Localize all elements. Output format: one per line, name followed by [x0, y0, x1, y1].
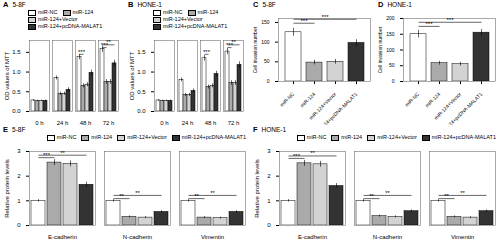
svg-text:Vimentin: Vimentin [451, 234, 474, 239]
svg-text:100: 100 [386, 47, 395, 53]
svg-text:50: 50 [264, 58, 270, 64]
html-text:A 5-8F: A 5-8F [3, 0, 26, 9]
html-text:miR-124+pcDNA-MALAT1: miR-124+pcDNA-MALAT1 [181, 134, 246, 140]
svg-text:0: 0 [392, 78, 395, 84]
svg-text:Relative protein levels: Relative protein levels [4, 159, 10, 218]
svg-text:**: ** [135, 190, 140, 196]
svg-text:**: ** [60, 150, 65, 156]
svg-text:3: 3 [267, 148, 271, 154]
html-text:B HONE-1: B HONE-1 [128, 0, 162, 9]
html-text:miR-NC: miR-NC [38, 9, 58, 15]
svg-text:Relative protein levels: Relative protein levels [254, 159, 260, 218]
svg-text:150: 150 [261, 19, 270, 25]
html-text:miR-124+Vector: miR-124+Vector [127, 134, 167, 140]
svg-text:0 h: 0 h [160, 120, 168, 125]
svg-text:48 h: 48 h [80, 120, 92, 125]
svg-text:E-cadherin: E-cadherin [298, 234, 327, 239]
svg-text:24 h: 24 h [182, 120, 194, 125]
svg-text:**: ** [194, 193, 199, 199]
svg-text:***: *** [300, 18, 308, 24]
html-text:miR-124+Vector: miR-124+Vector [163, 16, 203, 22]
html-text:C 5-8F: C 5-8F [253, 0, 276, 9]
svg-text:0.5: 0.5 [12, 89, 21, 95]
svg-text:**: ** [444, 193, 449, 199]
svg-text:OD values of MTT: OD values of MTT [129, 51, 135, 100]
html-text:F HONE-1: F HONE-1 [253, 125, 287, 134]
html-text:miR-NC: miR-NC [306, 134, 327, 140]
svg-text:E-cadherin: E-cadherin [48, 234, 77, 239]
svg-text:72 h: 72 h [228, 120, 240, 125]
svg-text:100: 100 [261, 39, 270, 45]
svg-text:0.0: 0.0 [12, 108, 21, 114]
svg-text:***: *** [321, 14, 329, 20]
html-text:miR-124: miR-124 [72, 9, 94, 15]
svg-text:**: ** [460, 190, 465, 196]
svg-text:0: 0 [267, 78, 270, 84]
svg-text:1.5: 1.5 [137, 49, 146, 55]
svg-text:OD values of MTT: OD values of MTT [4, 51, 10, 100]
svg-text:1: 1 [267, 198, 271, 204]
svg-text:1.5: 1.5 [12, 49, 21, 55]
svg-text:N-cadherin: N-cadherin [373, 234, 402, 239]
html-text:miR-124+pcDNA-MALAT1: miR-124+pcDNA-MALAT1 [38, 23, 103, 29]
html-text:miR-124+Vector: miR-124+Vector [38, 16, 78, 22]
svg-text:2: 2 [17, 173, 21, 179]
svg-text:**: ** [310, 150, 315, 156]
svg-text:150: 150 [386, 31, 395, 37]
html-text:5-8F: 5-8F [12, 126, 26, 133]
html-text:miR-124: miR-124 [197, 9, 219, 15]
svg-text:0: 0 [267, 222, 271, 228]
svg-text:1: 1 [17, 198, 21, 204]
svg-text:miR-124+Vector: miR-124+Vector [432, 90, 463, 121]
svg-text:***: *** [78, 49, 86, 55]
svg-text:**: ** [385, 190, 390, 196]
html-text:E: E [3, 125, 8, 134]
svg-text:miR-124+pcDNA-MALAT1: miR-124+pcDNA-MALAT1 [438, 91, 484, 125]
svg-text:0.5: 0.5 [137, 89, 146, 95]
svg-text:0.0: 0.0 [137, 108, 146, 114]
svg-text:**: ** [119, 193, 124, 199]
html-text:miR-124+pcDNA-MALAT1: miR-124+pcDNA-MALAT1 [163, 23, 228, 29]
svg-text:Cell invasion number: Cell invasion number [377, 26, 383, 73]
html-text:miR-NC: miR-NC [56, 134, 77, 140]
svg-text:72 h: 72 h [103, 120, 115, 125]
svg-text:0 h: 0 h [35, 120, 43, 125]
svg-text:***: *** [446, 17, 454, 23]
svg-text:1.0: 1.0 [137, 69, 146, 75]
html-text:D HONE-1: D HONE-1 [378, 0, 412, 9]
svg-text:***: *** [425, 21, 433, 27]
svg-text:48 h: 48 h [205, 120, 217, 125]
svg-text:Cell invasion number: Cell invasion number [252, 26, 258, 73]
svg-text:2: 2 [267, 173, 271, 179]
svg-text:miR-124: miR-124 [299, 91, 317, 109]
svg-text:50: 50 [389, 62, 395, 68]
svg-text:**: ** [106, 39, 111, 45]
svg-text:**: ** [210, 190, 215, 196]
svg-text:miR-124+Vector: miR-124+Vector [307, 90, 338, 121]
svg-text:Vimentin: Vimentin [201, 234, 224, 239]
svg-text:**: ** [231, 39, 236, 45]
svg-text:200: 200 [386, 15, 395, 21]
html-text:miR-124: miR-124 [91, 134, 113, 140]
html-text:miR-124+pcDNA-MALAT1: miR-124+pcDNA-MALAT1 [431, 134, 496, 140]
svg-text:0: 0 [17, 222, 21, 228]
html-text:miR-124: miR-124 [341, 134, 363, 140]
svg-text:3: 3 [17, 148, 21, 154]
svg-text:24 h: 24 h [57, 120, 69, 125]
svg-text:***: *** [203, 49, 211, 55]
svg-text:**: ** [369, 193, 374, 199]
svg-text:1.0: 1.0 [12, 69, 21, 75]
svg-text:miR-NC: miR-NC [404, 91, 421, 108]
svg-text:N-cadherin: N-cadherin [123, 234, 152, 239]
svg-text:miR-NC: miR-NC [279, 91, 296, 108]
svg-text:miR-124: miR-124 [424, 91, 442, 109]
html-text:miR-124+Vector: miR-124+Vector [377, 134, 417, 140]
html-text:miR-NC: miR-NC [163, 9, 183, 15]
svg-text:miR-124+pcDNA-MALAT1: miR-124+pcDNA-MALAT1 [313, 91, 359, 125]
